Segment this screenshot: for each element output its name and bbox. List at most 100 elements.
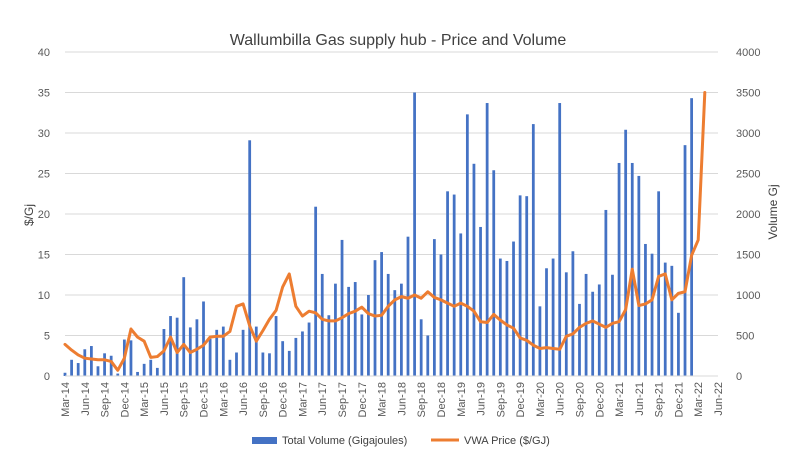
volume-bar	[393, 290, 397, 376]
volume-bar	[657, 191, 661, 376]
right-tick-label: 3500	[736, 88, 760, 100]
x-tick-label: Sep-16	[258, 382, 270, 417]
x-tick-label: Mar-14	[60, 382, 72, 417]
volume-bar	[373, 260, 377, 376]
volume-bar	[432, 239, 436, 376]
x-tick-label: Dec-17	[357, 382, 369, 417]
volume-bar	[624, 129, 628, 376]
volume-bar	[307, 322, 311, 376]
right-tick-label: 1500	[736, 250, 760, 262]
volume-bar	[142, 363, 146, 376]
x-tick-label: Mar-16	[218, 382, 230, 417]
volume-bar	[611, 274, 614, 376]
volume-bar	[386, 273, 390, 376]
left-tick-label: 15	[38, 250, 50, 262]
x-tick-label: Mar-21	[614, 382, 626, 417]
x-tick-label: Sep-18	[416, 382, 428, 417]
volume-bar	[419, 319, 423, 376]
volume-bar	[446, 191, 449, 376]
volume-bar	[617, 162, 621, 376]
volume-bar	[340, 239, 344, 376]
x-tick-label: Sep-17	[337, 382, 349, 417]
volume-bar	[63, 372, 67, 376]
right-tick-label: 500	[736, 331, 754, 343]
volume-bar	[452, 194, 456, 376]
x-tick-label: Mar-20	[535, 382, 547, 417]
volume-bar	[637, 175, 641, 376]
right-tick-label: 2000	[736, 209, 760, 221]
vwa-price-line	[63, 91, 707, 372]
x-tick-label: Dec-16	[278, 382, 290, 417]
volume-bar	[400, 283, 403, 376]
legend-label-price: VWA Price ($/GJ)	[464, 435, 550, 447]
volume-bar	[485, 103, 489, 376]
volume-bar	[254, 326, 258, 376]
volume-bar	[604, 209, 608, 376]
x-tick-label: Jun-22	[713, 382, 725, 416]
left-tick-label: 0	[44, 371, 50, 383]
volume-bar	[578, 303, 581, 376]
volume-bar	[155, 367, 159, 376]
x-tick-label: Jun-21	[634, 382, 646, 416]
legend-swatch-volume	[252, 437, 277, 444]
volume-bar	[531, 124, 535, 376]
volume-bar	[301, 331, 304, 376]
volume-bar	[215, 329, 219, 376]
x-tick-label: Jun-16	[238, 382, 250, 416]
volume-bar	[281, 341, 285, 376]
left-tick-label: 30	[38, 128, 50, 140]
volume-bar	[274, 316, 278, 376]
x-tick-label: Jun-17	[317, 382, 329, 416]
x-tick-label: Dec-14	[119, 382, 131, 417]
volume-bar	[149, 359, 153, 376]
volume-bar	[492, 170, 496, 376]
x-tick-label: Jun-19	[476, 382, 488, 416]
x-tick-label: Sep-15	[179, 382, 191, 417]
volume-bar	[690, 98, 694, 377]
volume-bar	[465, 114, 469, 377]
volume-bar	[347, 286, 351, 376]
x-tick-label: Mar-22	[693, 382, 705, 417]
chart-title: Wallumbilla Gas supply hub - Price and V…	[230, 32, 567, 49]
x-tick-label: Mar-18	[377, 382, 389, 417]
volume-bar	[241, 329, 245, 376]
volume-bar	[314, 206, 318, 376]
volume-bar	[228, 359, 232, 376]
right-tick-label: 4000	[736, 47, 760, 59]
left-y-axis: 0 5 10 15 20 25 30 35 40	[38, 47, 50, 383]
x-tick-label: Sep-21	[654, 382, 666, 417]
right-tick-label: 1000	[736, 290, 760, 302]
volume-bar	[677, 312, 680, 376]
x-tick-label: Sep-20	[575, 382, 587, 417]
volume-bar	[320, 273, 324, 376]
volume-bar	[334, 283, 337, 376]
volume-bar	[518, 195, 522, 376]
left-axis-title: $/Gj	[22, 204, 36, 226]
x-tick-label: Mar-15	[139, 382, 151, 417]
x-tick-label: Dec-20	[594, 382, 606, 417]
volume-bar	[202, 301, 205, 376]
x-tick-label: Mar-17	[298, 382, 310, 417]
volume-bar	[472, 163, 476, 376]
volume-bar	[545, 268, 548, 376]
volume-bar	[136, 371, 139, 376]
volume-bar	[525, 196, 529, 376]
volume-bar	[538, 306, 542, 376]
left-tick-label: 20	[38, 209, 50, 221]
legend-label-volume: Total Volume (Gigajoules)	[282, 435, 407, 447]
right-tick-label: 0	[736, 371, 742, 383]
volume-bar	[116, 373, 120, 376]
x-tick-label: Sep-19	[495, 382, 507, 417]
left-tick-label: 40	[38, 47, 50, 59]
right-y-axis: 0 500 1000 1500 2000 2500 3000 3500 4000	[736, 47, 760, 383]
legend: Total Volume (Gigajoules) VWA Price ($/GJ…	[252, 435, 550, 447]
right-tick-label: 2500	[736, 169, 760, 181]
x-tick-label: Jun-18	[396, 382, 408, 416]
x-tick-label: Mar-19	[456, 382, 468, 417]
x-tick-label: Jun-20	[555, 382, 567, 416]
x-axis: Mar-14 Jun-14 Sep-14 Dec-14 Mar-15 Jun-15 Sep-…	[60, 375, 725, 417]
price-line-layer	[63, 91, 707, 372]
x-tick-label: Dec-21	[673, 382, 685, 417]
volume-bar	[70, 359, 73, 376]
volume-bar	[571, 251, 575, 376]
